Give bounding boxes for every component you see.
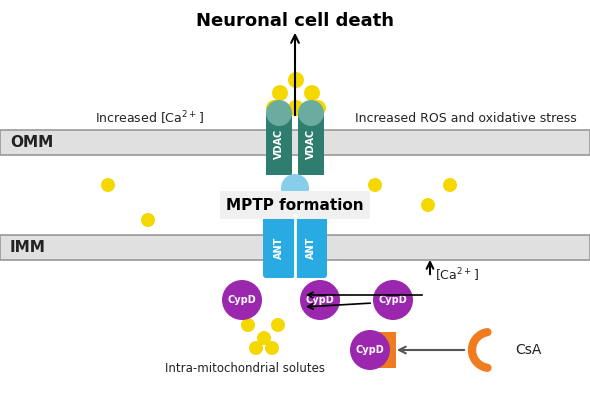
Circle shape [310, 100, 326, 116]
Circle shape [272, 85, 288, 101]
Text: ANT: ANT [274, 236, 284, 259]
Circle shape [241, 318, 255, 332]
Circle shape [266, 100, 282, 116]
Circle shape [368, 178, 382, 192]
Text: Increased [Ca$^{2+}$]: Increased [Ca$^{2+}$] [95, 109, 204, 127]
Text: IMM: IMM [10, 240, 46, 255]
Text: CypD: CypD [228, 295, 257, 305]
Text: CypD: CypD [306, 295, 335, 305]
Circle shape [101, 178, 115, 192]
Text: [Ca$^{2+}$]: [Ca$^{2+}$] [435, 266, 479, 284]
Text: OMM: OMM [10, 135, 53, 150]
Circle shape [222, 280, 262, 320]
Text: Neuronal cell death: Neuronal cell death [196, 12, 394, 30]
Bar [0, 235, 590, 260]
Circle shape [300, 280, 340, 320]
FancyBboxPatch shape [295, 217, 327, 278]
Text: Intra-mitochondrial solutes: Intra-mitochondrial solutes [165, 362, 325, 374]
Circle shape [373, 280, 413, 320]
Circle shape [257, 331, 271, 345]
Circle shape [266, 100, 292, 126]
FancyBboxPatch shape [263, 217, 295, 278]
Circle shape [271, 318, 285, 332]
Circle shape [288, 72, 304, 88]
Circle shape [304, 85, 320, 101]
Text: MPTP formation: MPTP formation [226, 198, 364, 212]
Bar [0, 130, 590, 155]
Circle shape [265, 341, 279, 355]
Circle shape [281, 174, 309, 202]
Circle shape [298, 100, 324, 126]
Circle shape [141, 213, 155, 227]
Text: ANT: ANT [306, 236, 316, 259]
Circle shape [443, 178, 457, 192]
Bar [266, 113, 292, 175]
Bar [298, 113, 324, 175]
Circle shape [288, 100, 304, 116]
Text: CypD: CypD [356, 345, 384, 355]
Text: VDAC: VDAC [274, 129, 284, 159]
Bar [368, 332, 396, 368]
Circle shape [421, 198, 435, 212]
Circle shape [350, 330, 390, 370]
Circle shape [249, 341, 263, 355]
Text: CsA: CsA [515, 343, 542, 357]
Text: VDAC: VDAC [306, 129, 316, 159]
Text: Increased ROS and oxidative stress: Increased ROS and oxidative stress [355, 112, 577, 124]
Text: CypD: CypD [379, 295, 407, 305]
